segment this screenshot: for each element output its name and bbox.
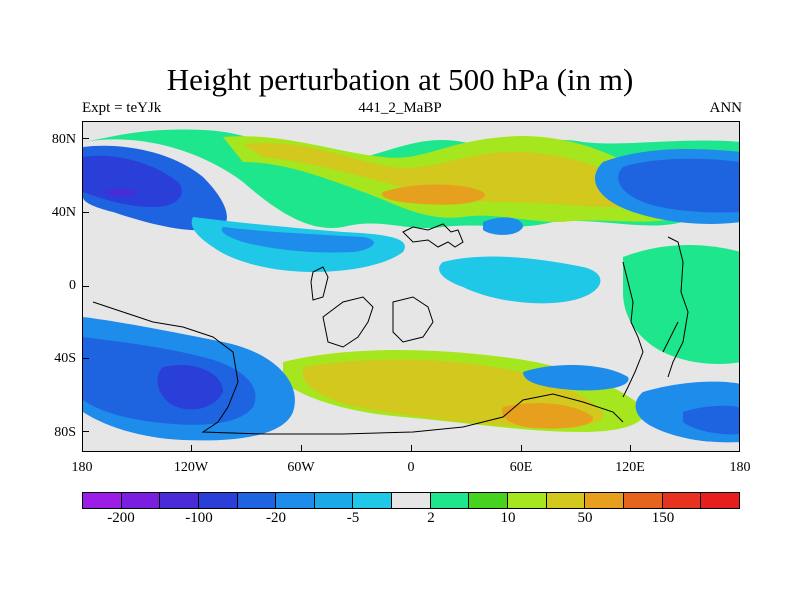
lon-label: 120E (615, 460, 645, 475)
lon-label: 180 (729, 460, 751, 475)
colorbar (82, 492, 740, 509)
period-label: 441_2_MaBP (358, 100, 442, 116)
lon-tick (301, 445, 302, 452)
season-label: ANN (709, 100, 743, 116)
colorbar-label: 150 (651, 510, 675, 526)
colorbar-swatch (585, 493, 624, 508)
colorbar-swatch (83, 493, 122, 508)
colorbar-label: -5 (346, 510, 360, 526)
colorbar-label: -100 (185, 510, 213, 526)
colorbar-swatch (701, 493, 739, 508)
lon-tick (411, 445, 412, 452)
colorbar-swatch (314, 493, 354, 508)
lon-tick (521, 445, 522, 452)
lon-label: 60E (509, 460, 533, 475)
lat-label: 80N (51, 132, 76, 147)
contour-tropical-west-core (221, 227, 374, 253)
contour-low-se (683, 405, 739, 435)
lon-tick (191, 445, 192, 452)
lon-label: 120W (173, 460, 209, 475)
colorbar-label: 50 (577, 510, 593, 526)
contour-high-north (243, 142, 646, 207)
map-panel (82, 121, 740, 452)
contour-east-positive (623, 245, 739, 364)
contour-core-nw (103, 189, 138, 196)
colorbar-label: -200 (107, 510, 135, 526)
lat-label: 80S (54, 425, 76, 440)
colorbar-swatch (198, 493, 238, 508)
coastline-island-west (310, 266, 329, 301)
lat-label: 40N (51, 205, 76, 220)
lat-tick (82, 286, 89, 287)
colorbar-swatch (392, 493, 431, 508)
colorbar-swatch (469, 493, 509, 508)
lat-label: 0 (69, 278, 76, 293)
coastline-east-inlet (662, 321, 679, 353)
lat-tick (82, 358, 89, 359)
colorbar-swatch (121, 493, 161, 508)
lat-tick (82, 431, 89, 432)
contour-negative-s-center (523, 365, 629, 391)
colorbar-swatch (508, 493, 547, 508)
experiment-label: Expt = teYJk (82, 100, 162, 116)
colorbar-swatch (276, 493, 315, 508)
contour-core-sw (157, 364, 223, 410)
colorbar-swatch (160, 493, 199, 508)
contour-small-low (483, 217, 523, 235)
contour-south-peak (502, 403, 594, 429)
lat-label: 40S (54, 351, 76, 366)
lon-label: 0 (407, 460, 415, 475)
colorbar-swatch (546, 493, 586, 508)
coastline-east-continent (622, 261, 644, 398)
coastline-africa-west (322, 296, 374, 348)
coastline-europe (402, 223, 464, 248)
plot-title: Height perturbation at 500 hPa (in m) (166, 62, 634, 97)
colorbar-swatch (662, 493, 702, 508)
contour-peak-north (382, 184, 485, 205)
coastlines (92, 223, 689, 435)
contour-low-ne (618, 158, 739, 213)
coastline-africa-east (392, 296, 434, 343)
coastline-east-landmass (667, 236, 689, 378)
contour-map (83, 122, 739, 451)
colorbar-swatch (237, 493, 277, 508)
lon-label: 60W (287, 460, 315, 475)
lon-tick (630, 445, 631, 452)
colorbar-label: -20 (266, 510, 286, 526)
colorbar-swatch (353, 493, 393, 508)
contour-low-nw (83, 155, 182, 207)
lat-tick (82, 212, 89, 213)
lon-label: 180 (71, 460, 93, 475)
coastline-south (92, 301, 624, 435)
contour-tropical-center (439, 256, 601, 304)
colorbar-label: 2 (427, 510, 435, 526)
colorbar-label: 10 (500, 510, 516, 526)
colorbar-swatch (430, 493, 470, 508)
colorbar-swatch (623, 493, 663, 508)
lat-tick (82, 138, 89, 139)
